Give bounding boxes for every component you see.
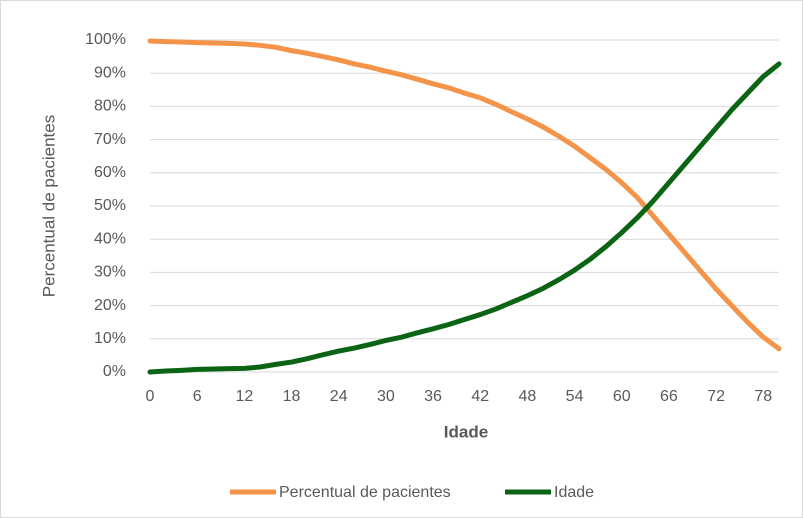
x-tick-label: 0 xyxy=(146,388,155,405)
x-tick-label: 66 xyxy=(660,388,678,405)
x-tick-label: 48 xyxy=(519,388,537,405)
x-tick-label: 6 xyxy=(193,388,202,405)
y-tick-label: 60% xyxy=(94,164,126,181)
y-tick-label: 30% xyxy=(94,264,126,281)
data-line xyxy=(147,61,782,375)
y-tick-label: 10% xyxy=(94,330,126,347)
y-axis-label: Percentual de pacientes xyxy=(39,115,58,297)
x-tick-label: 54 xyxy=(566,388,584,405)
x-tick-label: 78 xyxy=(754,388,772,405)
x-tick-label: 18 xyxy=(283,388,301,405)
y-tick-label: 0% xyxy=(103,363,126,380)
x-tick-label: 36 xyxy=(424,388,442,405)
y-tick-label: 20% xyxy=(94,297,126,314)
data-line xyxy=(147,38,782,352)
y-tick-label: 90% xyxy=(94,64,126,81)
y-tick-label: 70% xyxy=(94,131,126,148)
x-tick-label: 30 xyxy=(377,388,395,405)
x-tick-label: 72 xyxy=(707,388,725,405)
legend-label: Idade xyxy=(554,484,594,501)
x-tick-label: 42 xyxy=(471,388,489,405)
x-tick-label: 12 xyxy=(235,388,253,405)
legend-label: Percentual de pacientes xyxy=(279,484,451,501)
x-tick-label: 60 xyxy=(613,388,631,405)
x-axis-label: Idade xyxy=(444,422,488,441)
x-tick-label: 24 xyxy=(330,388,348,405)
y-tick-label: 50% xyxy=(94,197,126,214)
y-tick-label: 80% xyxy=(94,98,126,115)
y-tick-label: 100% xyxy=(85,31,126,48)
y-tick-label: 40% xyxy=(94,230,126,247)
